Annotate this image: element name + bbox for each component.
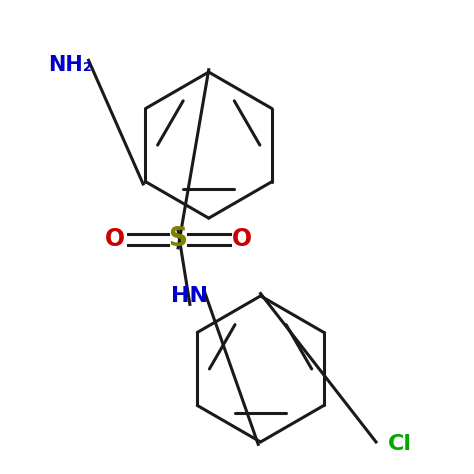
Text: S: S [169, 227, 188, 252]
Text: O: O [104, 228, 125, 251]
Text: Cl: Cl [388, 434, 412, 455]
Text: HN: HN [172, 286, 209, 306]
Text: NH₂: NH₂ [48, 55, 91, 75]
Text: O: O [232, 228, 252, 251]
